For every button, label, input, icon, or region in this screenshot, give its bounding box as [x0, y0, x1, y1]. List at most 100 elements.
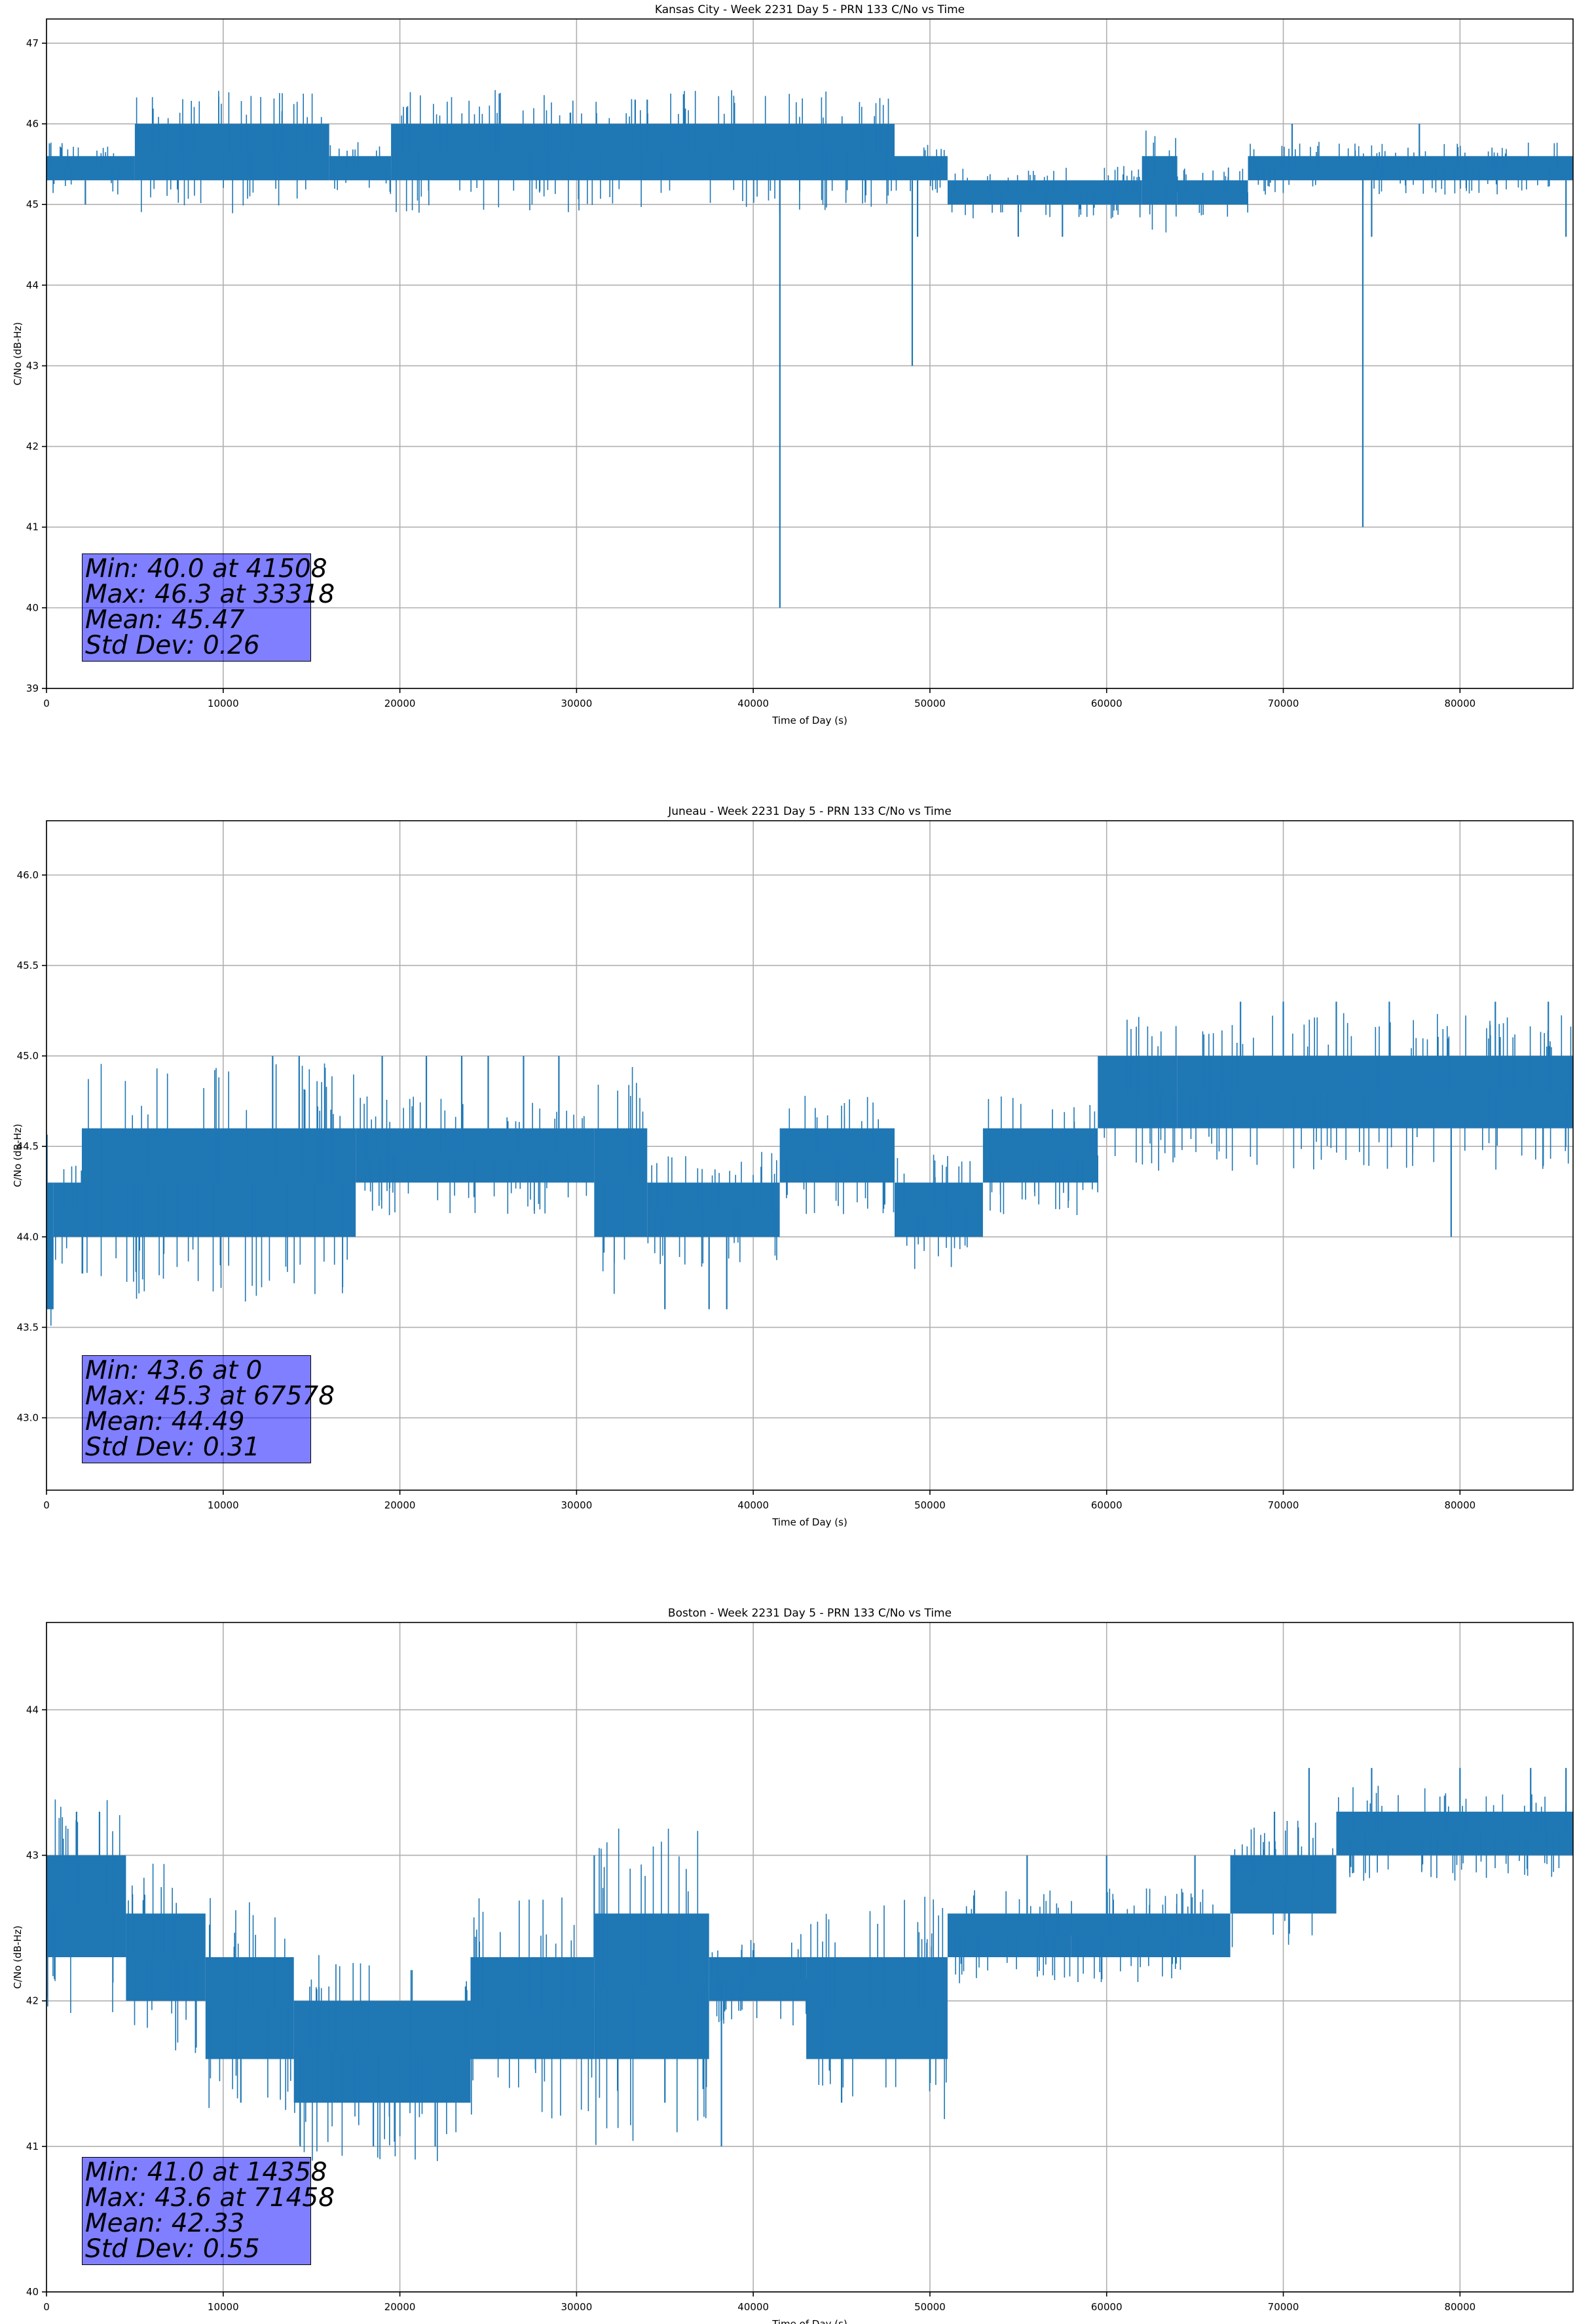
x-tick-label: 10000 [208, 1499, 239, 1511]
data-noise [1338, 1786, 1567, 1881]
x-tick-label: 60000 [1091, 698, 1122, 709]
y-tick-label: 44.5 [17, 1140, 39, 1152]
data-noise [1071, 1888, 1214, 1982]
x-tick-label: 40000 [737, 1499, 769, 1511]
x-tick-label: 20000 [384, 698, 416, 709]
data-band [1098, 1056, 1178, 1129]
axes-frame [46, 1622, 1574, 2293]
x-tick-label: 70000 [1268, 1499, 1299, 1511]
stats-min: Min: 41.0 at 14358 [85, 2158, 327, 2187]
data-noise [329, 142, 392, 195]
y-tick-label: 46 [26, 118, 39, 130]
stats-box-juneau: Min: 43.6 at 0 Max: 45.3 at 67578 Mean: … [82, 1355, 335, 1463]
chart-title: Boston - Week 2231 Day 5 - PRN 133 C/No … [668, 1607, 952, 1620]
x-axis-label: Time of Day (s) [771, 2318, 847, 2324]
data-noise [1104, 1017, 1177, 1171]
data-band [53, 1182, 82, 1237]
y-tick-label: 43.0 [17, 1412, 39, 1424]
x-axis-label: Time of Day (s) [771, 715, 847, 726]
data-band [647, 1182, 780, 1237]
y-axis-label: C/No (dB-Hz) [12, 1124, 24, 1188]
data-band [1248, 156, 1573, 181]
data-noise [647, 1152, 777, 1267]
data-band [46, 1855, 126, 1957]
stats-max: Max: 46.3 at 33318 [85, 580, 335, 609]
x-tick-label: 80000 [1444, 698, 1475, 709]
x-tick-label: 20000 [384, 1499, 416, 1511]
stats-std-dev: Std Dev: 0.55 [85, 2234, 260, 2264]
y-tick-label: 42 [26, 1995, 39, 2007]
y-tick-label: 43 [26, 360, 39, 371]
data-band [982, 1128, 1098, 1183]
stats-min: Min: 43.6 at 0 [85, 1356, 263, 1385]
x-tick-label: 50000 [914, 2301, 946, 2313]
data-noise [360, 1096, 587, 1216]
chart-title: Kansas City - Week 2231 Day 5 - PRN 133 … [655, 3, 965, 16]
x-tick-label: 0 [43, 698, 50, 709]
y-axis-label: C/No (dB-Hz) [12, 322, 24, 386]
chart-panel: 0 10000 20000 30000 40000 50000 60000 70000 8000… [12, 1607, 1574, 2324]
data-band [126, 1913, 206, 2001]
stats-min: Min: 40.0 at 41508 [85, 554, 327, 584]
y-tick-label: 45 [26, 198, 39, 210]
x-tick-label: 30000 [561, 1499, 593, 1511]
data-band [293, 2000, 471, 2103]
data-band [391, 124, 895, 181]
y-tick-label: 41 [26, 521, 39, 533]
x-axis-label: Time of Day (s) [771, 1516, 847, 1528]
data-noise [897, 1154, 971, 1269]
stats-std-dev: Std Dev: 0.31 [85, 1433, 260, 1462]
data-series [46, 90, 1573, 608]
data-noise [951, 166, 1141, 219]
y-tick-label: 44 [26, 279, 39, 291]
y-tick-label: 47 [26, 37, 39, 49]
data-band [1230, 1855, 1337, 1914]
y-tick-label: 43.5 [17, 1321, 39, 1333]
data-noise [81, 1063, 354, 1302]
x-tick-label: 60000 [1091, 2301, 1122, 2313]
data-band [46, 1182, 54, 1309]
data-band [329, 156, 392, 181]
data-noise [46, 1134, 52, 1326]
x-tick-label: 30000 [561, 698, 593, 709]
data-band [947, 1913, 1071, 1957]
data-noise [136, 90, 322, 214]
data-noise [208, 1898, 291, 2110]
data-noise [786, 1096, 895, 1214]
data-series [46, 1002, 1573, 1326]
chart-panel: 0 10000 20000 30000 40000 50000 60000 70000 8000… [12, 3, 1574, 726]
data-series [46, 1768, 1573, 2162]
x-tick-label: 0 [43, 2301, 50, 2313]
data-noise [55, 1165, 82, 1264]
x-tick-label: 50000 [914, 1499, 946, 1511]
y-axis-label: C/No (dB-Hz) [12, 1926, 24, 1989]
stats-max: Max: 45.3 at 67578 [85, 1381, 335, 1411]
y-tick-label: 41 [26, 2141, 39, 2152]
data-noise [711, 1934, 807, 2026]
data-band [594, 1913, 709, 2059]
x-tick-label: 70000 [1268, 2301, 1299, 2313]
data-band [895, 156, 948, 181]
stats-std-dev: Std Dev: 0.26 [85, 631, 260, 660]
y-tick-label: 40 [26, 2286, 39, 2298]
stats-box-boston: Min: 41.0 at 14358 Max: 43.6 at 71458 Me… [82, 2157, 335, 2265]
data-noise [471, 1897, 593, 2118]
y-tick-label: 40 [26, 602, 39, 614]
y-tick-label: 42 [26, 441, 39, 453]
data-band [594, 1128, 648, 1237]
chart-panel: 0 10000 20000 30000 40000 50000 60000 70000 8000… [12, 805, 1574, 1528]
data-noise [895, 145, 945, 193]
data-band [470, 1957, 595, 2059]
x-tick-label: 30000 [561, 2301, 593, 2313]
x-tick-label: 10000 [208, 698, 239, 709]
data-band [134, 124, 329, 181]
data-noise [988, 1096, 1098, 1215]
y-tick-label: 44 [26, 1704, 39, 1715]
data-noise [46, 1799, 121, 2014]
data-noise [1181, 1013, 1572, 1171]
x-tick-label: 80000 [1444, 2301, 1475, 2313]
data-noise [597, 1067, 644, 1294]
x-tick-label: 70000 [1268, 698, 1299, 709]
stats-box-kansas-city: Min: 40.0 at 41508 Max: 46.3 at 33318 Me… [82, 553, 335, 662]
